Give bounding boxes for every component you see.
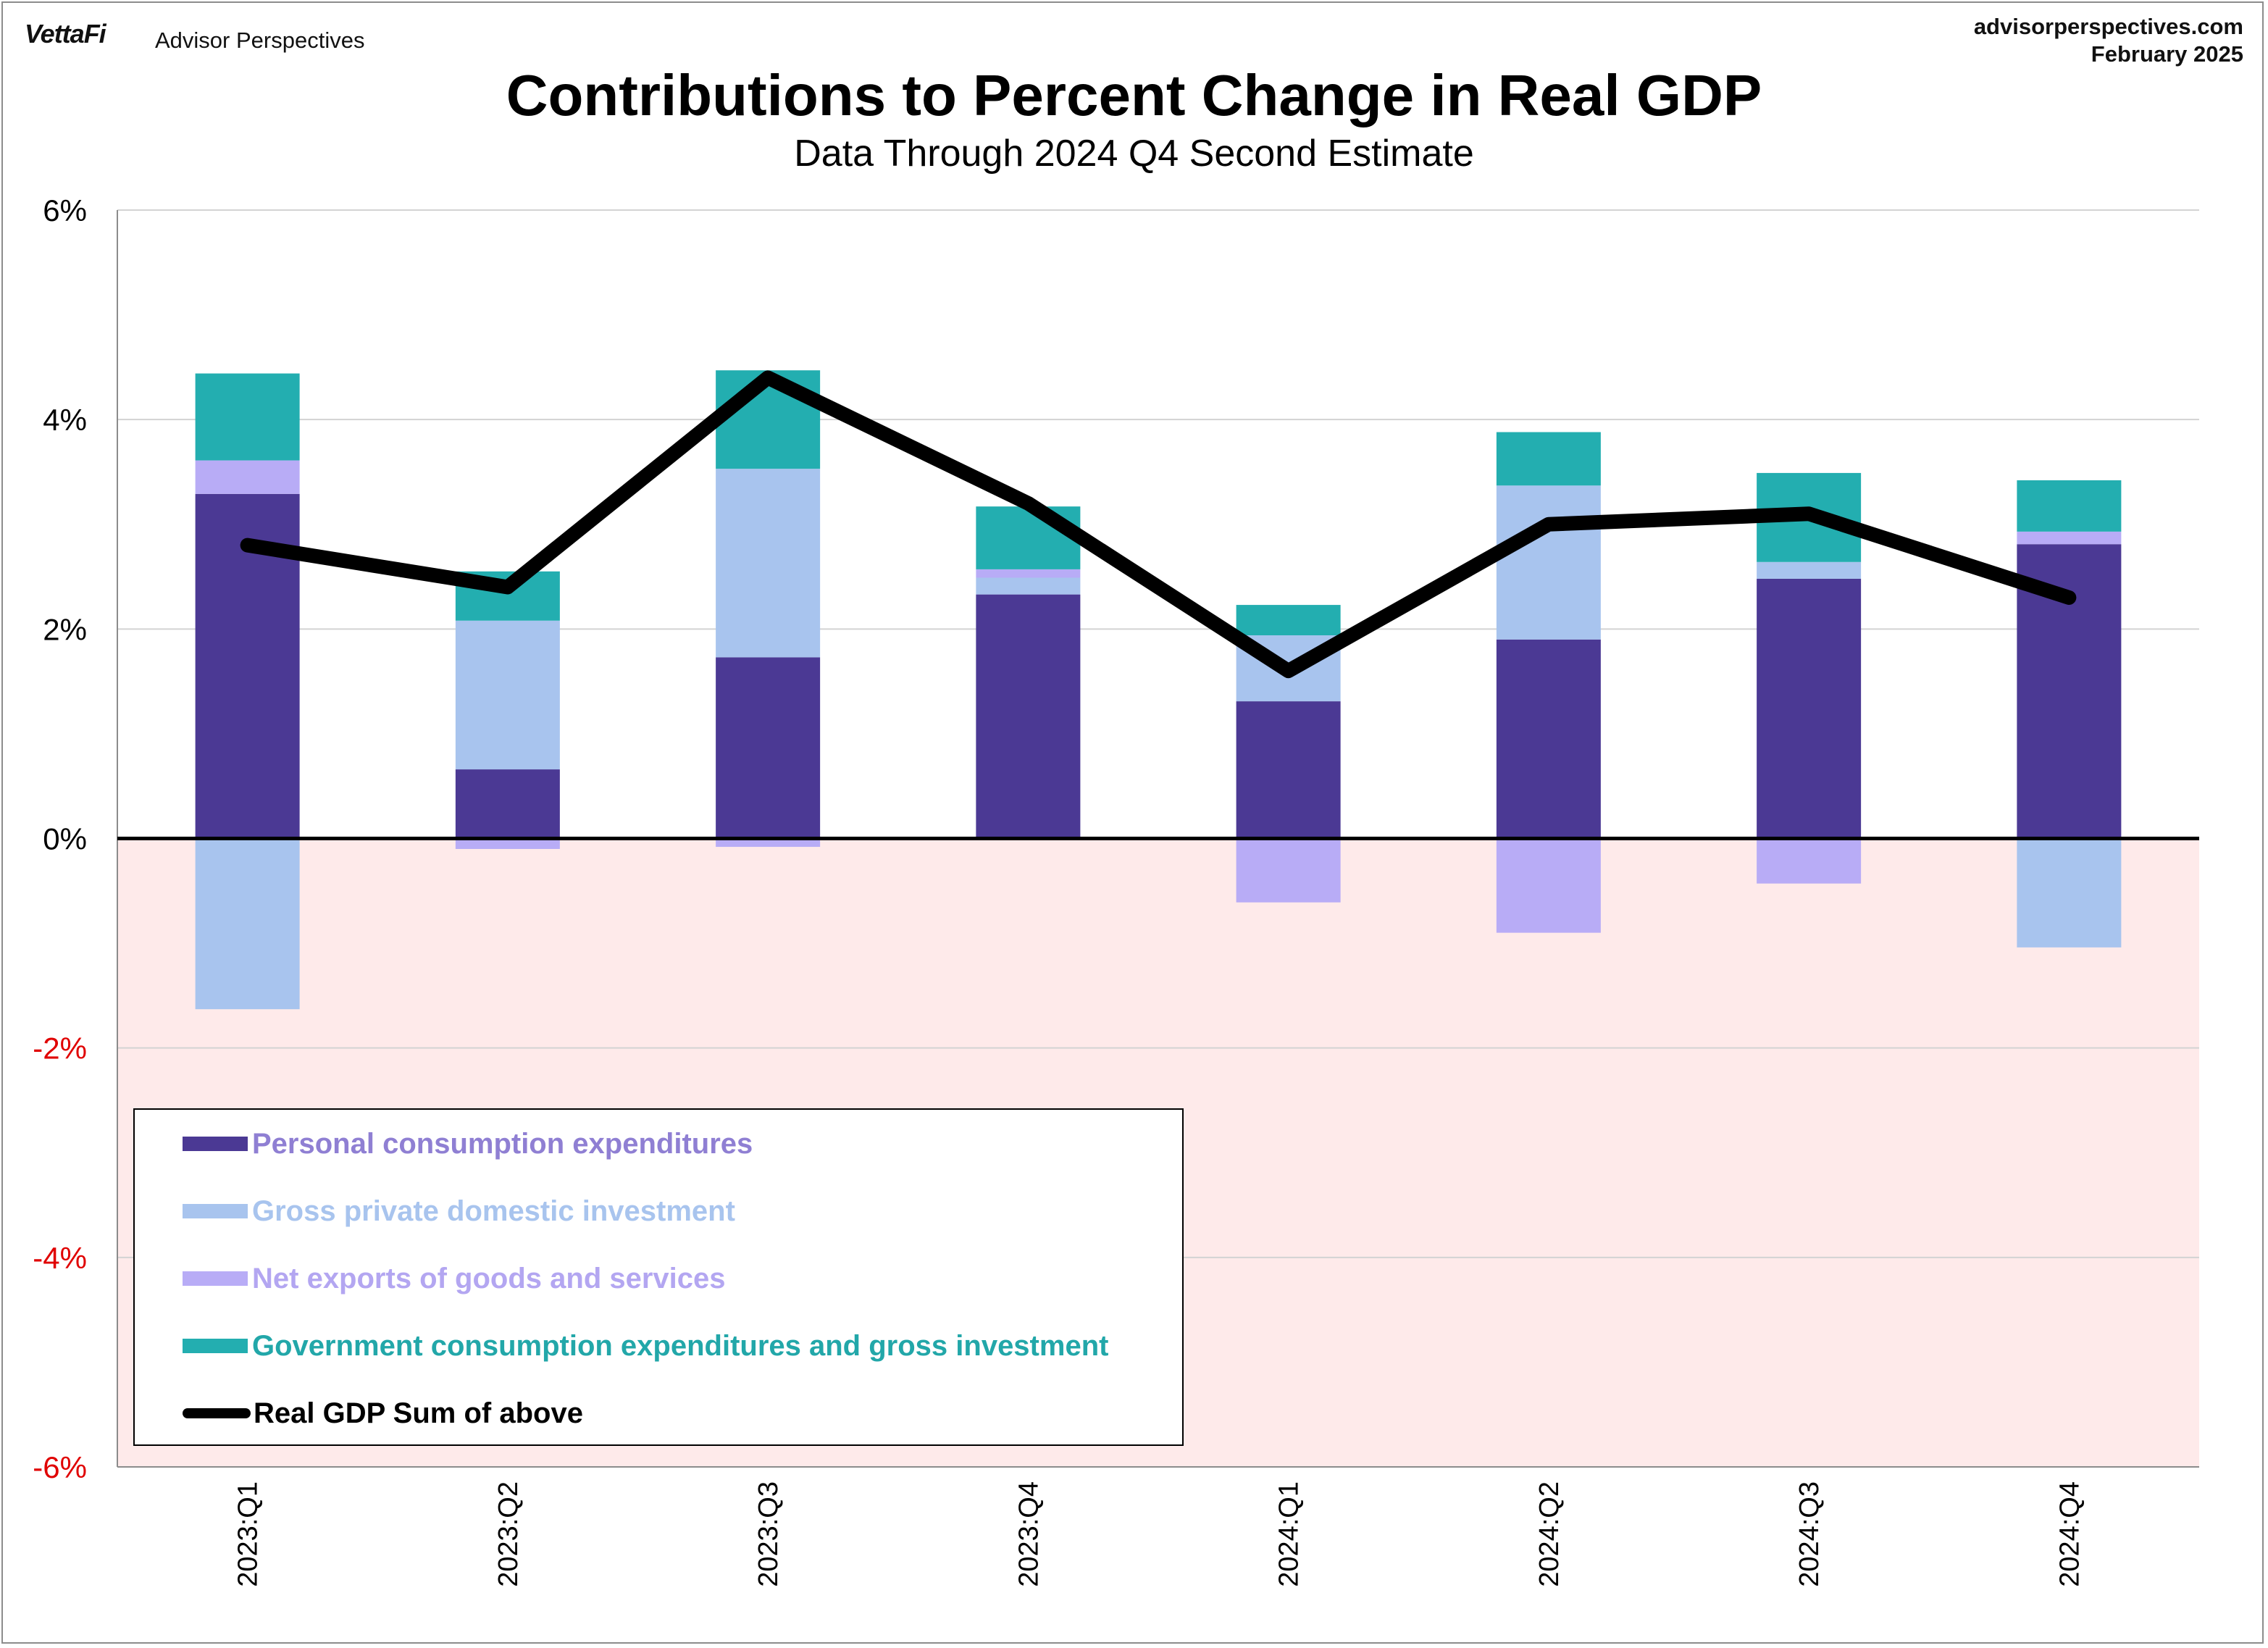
real-gdp-point-2024-q1 bbox=[1287, 670, 1289, 672]
legend-label-real-gdp: Real GDP Sum of above bbox=[254, 1397, 583, 1429]
real-gdp-point-2024-q4 bbox=[2068, 596, 2070, 598]
bar-net-exports-of-goods-and-services-2024-q1 bbox=[1236, 838, 1341, 903]
bar-net-exports-of-goods-and-services-2024-q4 bbox=[2017, 531, 2122, 545]
real-gdp-point-2024-q2 bbox=[1547, 523, 1549, 525]
y-tick-label: -6% bbox=[33, 1450, 87, 1484]
bar-government-consumption-expenditures-and-gross-investment-2023-q1 bbox=[195, 373, 300, 461]
real-gdp-line bbox=[240, 370, 2077, 679]
y-tick-label: 4% bbox=[43, 403, 87, 437]
bar-government-consumption-expenditures-and-gross-investment-2024-q2 bbox=[1496, 432, 1601, 486]
x-tick-label: 2024:Q2 bbox=[1534, 1481, 1565, 1587]
y-tick-label: 6% bbox=[43, 193, 87, 227]
bar-personal-consumption-expenditures-2023-q3 bbox=[716, 657, 821, 839]
bar-government-consumption-expenditures-and-gross-investment-2023-q4 bbox=[976, 506, 1081, 569]
real-gdp-point-2024-q3 bbox=[1808, 513, 1810, 515]
bar-personal-consumption-expenditures-2024-q1 bbox=[1236, 701, 1341, 839]
legend-line-real-gdp bbox=[183, 1408, 251, 1418]
bar-net-exports-of-goods-and-services-2023-q3 bbox=[716, 838, 821, 848]
publish-date: February 2025 bbox=[2091, 41, 2243, 67]
legend-swatch-investment bbox=[183, 1204, 248, 1218]
bar-net-exports-of-goods-and-services-2024-q3 bbox=[1757, 838, 1862, 884]
bar-personal-consumption-expenditures-2023-q4 bbox=[976, 594, 1081, 839]
bar-gross-private-domestic-investment-2023-q1 bbox=[195, 838, 300, 1010]
legend-item-investment: Gross private domestic investment bbox=[183, 1193, 735, 1229]
bar-gross-private-domestic-investment-2023-q4 bbox=[976, 577, 1081, 595]
x-tick-label: 2024:Q3 bbox=[1794, 1481, 1825, 1587]
x-tick-label: 2023:Q1 bbox=[233, 1481, 264, 1587]
bar-personal-consumption-expenditures-2024-q2 bbox=[1496, 639, 1601, 839]
legend-item-government: Government consumption expenditures and … bbox=[183, 1328, 1108, 1364]
legend-swatch-net-exports bbox=[183, 1271, 248, 1286]
bar-government-consumption-expenditures-and-gross-investment-2024-q4 bbox=[2017, 480, 2122, 532]
brand-subtitle: Advisor Perspectives bbox=[155, 28, 365, 53]
bar-government-consumption-expenditures-and-gross-investment-2024-q1 bbox=[1236, 605, 1341, 636]
legend-swatch-pce bbox=[183, 1137, 248, 1151]
y-tick-label: -2% bbox=[33, 1032, 87, 1066]
bar-gross-private-domestic-investment-2024-q2 bbox=[1496, 485, 1601, 640]
real-gdp-point-2023-q3 bbox=[767, 377, 769, 379]
y-tick-label: 0% bbox=[43, 822, 87, 856]
bar-gross-private-domestic-investment-2023-q3 bbox=[716, 469, 821, 658]
site-info: advisorperspectives.com February 2025 bbox=[1974, 13, 2243, 68]
legend-swatch-government bbox=[183, 1339, 248, 1353]
bar-personal-consumption-expenditures-2024-q3 bbox=[1757, 578, 1862, 839]
bar-gross-private-domestic-investment-2024-q4 bbox=[2017, 838, 2122, 948]
bar-net-exports-of-goods-and-services-2024-q2 bbox=[1496, 838, 1601, 933]
x-tick-label: 2023:Q2 bbox=[493, 1481, 524, 1587]
legend-item-real-gdp: Real GDP Sum of above bbox=[183, 1395, 583, 1431]
legend-label-investment: Gross private domestic investment bbox=[252, 1195, 735, 1227]
x-tick-label: 2024:Q1 bbox=[1274, 1481, 1305, 1587]
legend-label-government: Government consumption expenditures and … bbox=[252, 1329, 1109, 1362]
bar-net-exports-of-goods-and-services-2023-q2 bbox=[455, 838, 560, 849]
legend-label-pce: Personal consumption expenditures bbox=[252, 1127, 753, 1160]
bar-gross-private-domestic-investment-2023-q2 bbox=[455, 620, 560, 770]
y-tick-label: -4% bbox=[33, 1241, 87, 1275]
y-tick-label: 2% bbox=[43, 612, 87, 646]
real-gdp-point-2023-q4 bbox=[1027, 502, 1029, 504]
vettafi-logo: VettaFi bbox=[25, 19, 106, 49]
real-gdp-point-2023-q1 bbox=[246, 544, 248, 546]
real-gdp-point-2023-q2 bbox=[506, 586, 509, 588]
site-url: advisorperspectives.com bbox=[1973, 14, 2243, 39]
legend-item-net-exports: Net exports of goods and services bbox=[183, 1260, 726, 1297]
bar-personal-consumption-expenditures-2023-q2 bbox=[455, 769, 560, 839]
legend-item-pce: Personal consumption expenditures bbox=[183, 1126, 753, 1162]
legend: Personal consumption expenditures Gross … bbox=[133, 1108, 1184, 1446]
bar-net-exports-of-goods-and-services-2023-q1 bbox=[195, 460, 300, 494]
bar-net-exports-of-goods-and-services-2023-q4 bbox=[976, 569, 1081, 578]
x-tick-label: 2024:Q4 bbox=[2054, 1481, 2085, 1587]
legend-label-net-exports: Net exports of goods and services bbox=[252, 1262, 726, 1294]
bar-gross-private-domestic-investment-2024-q3 bbox=[1757, 561, 1862, 579]
x-tick-label: 2023:Q4 bbox=[1013, 1481, 1044, 1587]
chart-title: Contributions to Percent Change in Real … bbox=[506, 63, 1762, 127]
chart-subtitle: Data Through 2024 Q4 Second Estimate bbox=[794, 133, 1474, 175]
x-tick-label: 2023:Q3 bbox=[753, 1481, 784, 1587]
